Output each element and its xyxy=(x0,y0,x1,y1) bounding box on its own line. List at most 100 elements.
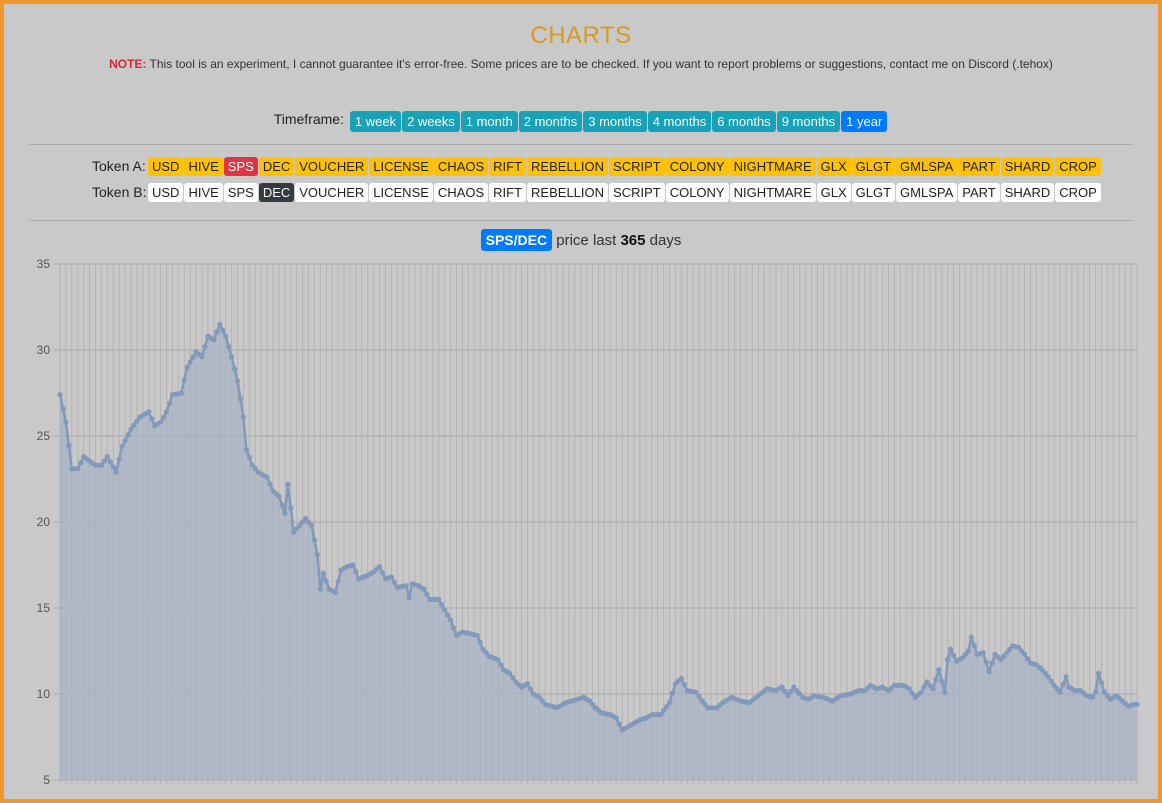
data-point xyxy=(75,466,81,472)
data-point xyxy=(971,643,977,649)
data-point xyxy=(60,405,66,412)
timeframe-button[interactable]: 2 months xyxy=(518,111,583,132)
timeframe-button[interactable]: 1 year xyxy=(841,111,888,132)
token-b-button[interactable]: GMLSPA xyxy=(896,183,958,202)
data-point xyxy=(323,578,329,584)
data-point xyxy=(1001,653,1007,659)
token-a-button[interactable]: GMLSPA xyxy=(896,157,958,176)
data-point xyxy=(199,354,205,360)
data-point xyxy=(146,409,152,415)
days-count: 365 xyxy=(620,232,646,249)
data-point xyxy=(951,652,957,658)
data-point xyxy=(300,519,306,525)
data-point xyxy=(918,689,924,695)
data-point xyxy=(234,378,241,384)
token-a-button[interactable]: SPS xyxy=(223,157,258,176)
data-point xyxy=(998,657,1004,663)
timeframe-button[interactable]: 9 months xyxy=(776,111,841,132)
token-a-button[interactable]: USD xyxy=(148,157,184,176)
data-point xyxy=(1134,701,1140,707)
token-b-button[interactable]: USD xyxy=(148,183,184,202)
token-b-button[interactable]: CHAOS xyxy=(433,183,489,202)
token-a-button[interactable]: VOUCHER xyxy=(295,157,369,176)
data-point xyxy=(229,354,235,360)
token-a-button[interactable]: CROP xyxy=(1055,157,1101,176)
token-a-button[interactable]: PART xyxy=(958,157,1000,176)
data-point xyxy=(421,586,427,592)
data-point xyxy=(495,657,501,663)
y-tick-label: 15 xyxy=(37,601,51,615)
token-b-button[interactable]: DEC xyxy=(258,183,295,202)
data-point xyxy=(125,432,131,438)
timeframe-button[interactable]: 1 month xyxy=(460,111,518,132)
data-point xyxy=(510,675,516,681)
data-point xyxy=(1060,681,1066,688)
token-b-button[interactable]: SPS xyxy=(223,183,258,202)
data-point xyxy=(119,443,125,449)
data-point xyxy=(933,676,939,682)
y-tick-label: 10 xyxy=(37,687,51,701)
data-point xyxy=(442,607,448,613)
token-b-button[interactable]: SHARD xyxy=(1000,183,1055,202)
token-a-button[interactable]: RIFT xyxy=(489,157,527,176)
token-a-button[interactable]: SHARD xyxy=(1000,157,1055,176)
data-point xyxy=(681,681,687,688)
data-point xyxy=(702,701,708,707)
timeframe-button[interactable]: 1 week xyxy=(349,111,402,132)
token-b-button[interactable]: RIFT xyxy=(489,183,527,202)
token-a-button[interactable]: SCRIPT xyxy=(609,157,665,176)
data-point xyxy=(699,698,705,704)
token-b-button[interactable]: HIVE xyxy=(184,183,223,202)
data-point xyxy=(303,516,309,522)
data-point xyxy=(924,679,930,685)
token-a-button[interactable]: CHAOS xyxy=(433,157,489,176)
data-point xyxy=(211,337,217,343)
token-b-button[interactable]: VOUCHER xyxy=(295,183,369,202)
token-b-button[interactable]: CROP xyxy=(1055,183,1101,202)
token-b-button[interactable]: GLGT xyxy=(851,183,896,202)
data-point xyxy=(202,344,208,350)
data-point xyxy=(927,682,933,688)
token-a-button[interactable]: HIVE xyxy=(184,157,223,176)
data-point xyxy=(122,438,128,444)
data-point xyxy=(166,400,173,406)
data-point xyxy=(936,667,942,673)
data-point xyxy=(450,625,457,631)
token-b-button[interactable]: GLX xyxy=(816,183,851,202)
data-point xyxy=(335,578,341,584)
timeframe-button[interactable]: 4 months xyxy=(647,111,712,132)
data-point xyxy=(1004,650,1010,656)
token-b-button[interactable]: COLONY xyxy=(665,183,729,202)
timeframe-button[interactable]: 6 months xyxy=(712,111,776,132)
data-point xyxy=(178,390,184,396)
token-b-button[interactable]: REBELLION xyxy=(527,183,609,202)
token-a-button[interactable]: GLGT xyxy=(851,157,896,176)
timeframe-selector: Timeframe: 1 week 2 weeks 1 month 2 months 3… xyxy=(4,111,1158,132)
data-point xyxy=(986,669,992,675)
timeframe-button[interactable]: 2 weeks xyxy=(402,111,460,132)
data-point xyxy=(1051,682,1057,688)
token-b-button[interactable]: PART xyxy=(958,183,1000,202)
data-point xyxy=(181,377,187,383)
data-point xyxy=(965,648,971,654)
timeframe-button[interactable]: 3 months xyxy=(583,111,647,132)
token-b-button[interactable]: SCRIPT xyxy=(609,183,665,202)
data-point xyxy=(101,458,107,464)
data-point xyxy=(1057,689,1063,695)
data-point xyxy=(107,459,113,465)
data-point xyxy=(149,416,155,422)
token-a-button[interactable]: NIGHTMARE xyxy=(729,157,816,176)
data-point xyxy=(782,688,788,694)
token-a-button[interactable]: COLONY xyxy=(665,157,729,176)
token-b-button[interactable]: LICENSE xyxy=(369,183,433,202)
data-point xyxy=(794,688,800,694)
data-point xyxy=(116,456,122,462)
token-a-button[interactable]: DEC xyxy=(258,157,295,176)
token-a-button[interactable]: GLX xyxy=(816,157,851,176)
data-point xyxy=(252,466,258,472)
data-point xyxy=(232,366,238,372)
token-b-button[interactable]: NIGHTMARE xyxy=(729,183,816,202)
data-point xyxy=(66,442,72,449)
token-a-button[interactable]: REBELLION xyxy=(527,157,609,176)
token-a-button[interactable]: LICENSE xyxy=(369,157,433,176)
